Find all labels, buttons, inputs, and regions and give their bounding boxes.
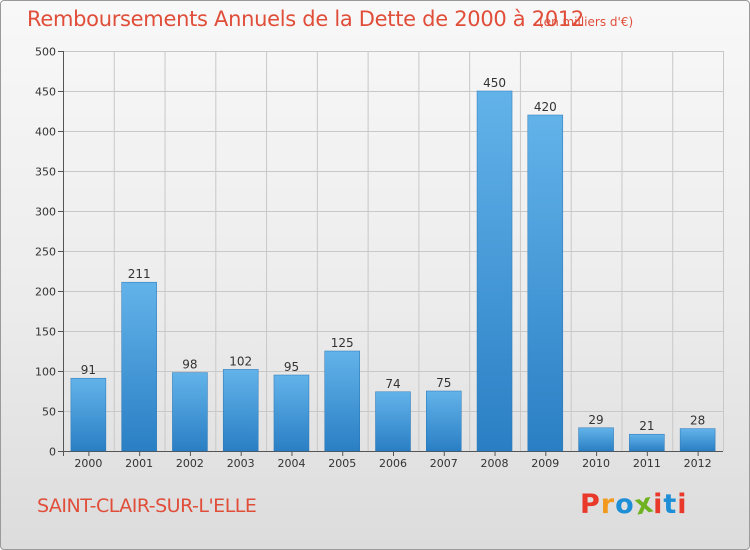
value-label-2005: 125 xyxy=(331,336,354,350)
unit-note: (en milliers d'€) xyxy=(539,15,634,29)
y-tick-label: 300 xyxy=(35,206,56,219)
x-tick-label-2008: 2008 xyxy=(481,457,509,470)
x-tick-label-2006: 2006 xyxy=(379,457,407,470)
value-label-2000: 91 xyxy=(81,363,96,377)
bar-2005 xyxy=(324,350,360,452)
value-label-2012: 28 xyxy=(690,414,705,428)
grid-lines xyxy=(63,51,724,451)
y-tick-label: 400 xyxy=(35,126,56,139)
y-tick-label: 350 xyxy=(35,166,56,179)
proxiti-logo: Proxiti xyxy=(580,487,688,522)
labels: 91 2000 211 2001 98 2002 102 2003 95 2004 125 2005 7… xyxy=(74,76,711,470)
x-tick-label-2010: 2010 xyxy=(582,457,610,470)
value-label-2001: 211 xyxy=(128,267,151,281)
bar-2012 xyxy=(679,428,716,452)
x-tick-label-2004: 2004 xyxy=(277,457,305,470)
bar-2011 xyxy=(629,433,665,452)
y-tick-label: 100 xyxy=(35,366,56,379)
bar-2008 xyxy=(476,90,513,452)
value-label-2002: 98 xyxy=(182,358,197,372)
x-tick-label-2011: 2011 xyxy=(633,457,661,470)
x-tick-label-2007: 2007 xyxy=(430,457,458,470)
y-tick-label: 200 xyxy=(35,286,56,299)
bar-2001 xyxy=(121,281,157,452)
bar-2006 xyxy=(375,391,411,452)
y-tick-label: 150 xyxy=(35,326,56,339)
x-tick-label-2001: 2001 xyxy=(125,457,153,470)
x-tick-label-2012: 2012 xyxy=(684,457,712,470)
bars xyxy=(70,90,716,452)
x-tick-label-2002: 2002 xyxy=(176,457,204,470)
bar-2010 xyxy=(578,427,614,452)
y-tick-label: 0 xyxy=(49,446,56,459)
x-tick-label-2003: 2003 xyxy=(227,457,255,470)
axes: 0 50 100 150 200 250 300 350 400 450 500 xyxy=(35,46,723,459)
bar-2003 xyxy=(222,369,259,452)
value-label-2010: 29 xyxy=(588,413,603,427)
x-tick-label-2000: 2000 xyxy=(74,457,102,470)
value-label-2007: 75 xyxy=(436,376,451,390)
bar-2000 xyxy=(70,377,107,452)
value-label-2004: 95 xyxy=(284,360,299,374)
value-label-2006: 74 xyxy=(385,377,400,391)
value-label-2009: 420 xyxy=(534,100,557,114)
value-label-2008: 450 xyxy=(483,76,506,90)
bar-2009 xyxy=(527,114,564,452)
y-tick-label: 500 xyxy=(35,46,56,59)
x-tick-label-2005: 2005 xyxy=(328,457,356,470)
y-tick-label: 450 xyxy=(35,86,56,99)
x-tick-label-2009: 2009 xyxy=(531,457,559,470)
bar-2002 xyxy=(172,372,208,452)
y-tick-label: 250 xyxy=(35,246,56,259)
bar-2004 xyxy=(273,374,310,452)
chart-title: Remboursements Annuels de la Dette de 20… xyxy=(27,7,584,31)
value-label-2003: 102 xyxy=(229,354,252,368)
bar-2007 xyxy=(426,390,462,452)
y-tick-label: 50 xyxy=(42,406,56,419)
commune-name: SAINT-CLAIR-SUR-L'ELLE xyxy=(37,495,257,517)
value-label-2011: 21 xyxy=(639,419,654,433)
